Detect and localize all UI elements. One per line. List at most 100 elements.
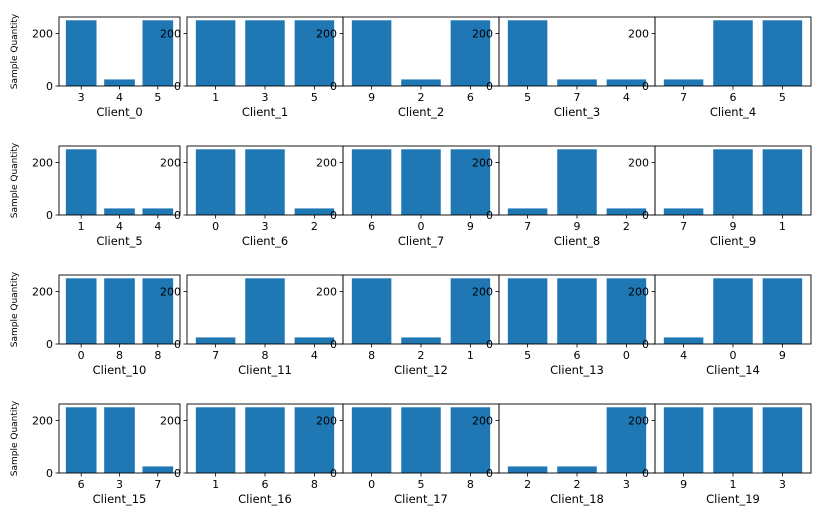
y-tick-label: 200: [472, 27, 493, 40]
x-tick-label: 0: [418, 220, 425, 233]
x-tick-label: 6: [262, 478, 269, 491]
x-tick-label: 0: [368, 478, 375, 491]
y-tick-label: 200: [160, 414, 181, 427]
axes-frame: [654, 403, 812, 474]
bar: [663, 337, 704, 344]
bar: [142, 278, 174, 344]
bar: [450, 20, 491, 87]
y-axis-label: Sample Quantity: [10, 400, 20, 476]
y-tick-label: 0: [330, 80, 337, 93]
y-tick-label: 200: [628, 414, 649, 427]
y-tick-label: 0: [46, 209, 53, 222]
bar: [450, 149, 491, 215]
bar: [557, 149, 597, 215]
bar: [351, 149, 392, 215]
subplot-client-14: 4 0 9 0 200 Client_14: [628, 274, 812, 377]
y-tick-label: 200: [32, 27, 53, 40]
y-tick-label: 200: [160, 156, 181, 169]
bar: [245, 278, 285, 344]
y-tick-label: 200: [628, 285, 649, 298]
x-tick-label: 2: [418, 91, 425, 104]
x-axis-label: Client_18: [550, 492, 604, 506]
x-axis-label: Client_13: [550, 363, 604, 377]
x-axis-label: Client_3: [554, 105, 600, 119]
x-tick-label: 8: [154, 349, 161, 362]
y-tick-label: 0: [330, 209, 337, 222]
x-tick-label: 0: [78, 349, 85, 362]
bar: [713, 20, 753, 87]
y-tick-label: 200: [316, 156, 337, 169]
x-tick-label: 9: [680, 478, 687, 491]
y-tick-label: 0: [642, 209, 649, 222]
x-tick-label: 8: [311, 478, 318, 491]
x-tick-label: 4: [623, 91, 630, 104]
bar: [245, 407, 285, 473]
bar: [606, 79, 647, 86]
subplot-client-4: 7 6 5 0 200 Client_4: [628, 16, 812, 119]
x-axis-label: Client_6: [242, 234, 288, 248]
y-tick-label: 0: [330, 338, 337, 351]
y-tick-label: 0: [174, 467, 181, 480]
bar: [294, 208, 335, 215]
x-tick-label: 2: [623, 220, 630, 233]
bar: [401, 149, 441, 215]
bar: [294, 20, 335, 87]
x-tick-label: 1: [212, 91, 219, 104]
bar: [142, 208, 174, 215]
bar: [762, 278, 803, 344]
y-tick-label: 0: [174, 80, 181, 93]
y-tick-label: 0: [46, 80, 53, 93]
y-tick-label: 200: [32, 156, 53, 169]
x-tick-label: 3: [78, 91, 85, 104]
y-tick-label: 0: [486, 80, 493, 93]
bar: [401, 407, 441, 473]
y-tick-label: 200: [472, 414, 493, 427]
x-axis-label: Client_2: [398, 105, 444, 119]
subplot-client-19: 9 1 3 0 200 Client_19: [628, 403, 812, 506]
x-tick-label: 2: [311, 220, 318, 233]
x-tick-label: 9: [574, 220, 581, 233]
y-tick-label: 200: [316, 285, 337, 298]
bar: [104, 278, 135, 344]
y-tick-label: 0: [46, 467, 53, 480]
y-tick-label: 200: [160, 285, 181, 298]
bar: [557, 278, 597, 344]
x-tick-label: 6: [467, 91, 474, 104]
bar: [351, 278, 392, 344]
x-tick-label: 3: [779, 478, 786, 491]
bar: [245, 149, 285, 215]
x-tick-label: 4: [116, 220, 123, 233]
y-tick-label: 200: [316, 414, 337, 427]
x-tick-label: 4: [154, 220, 161, 233]
x-tick-label: 7: [574, 91, 581, 104]
x-tick-label: 7: [154, 478, 161, 491]
bar: [606, 208, 647, 215]
x-axis-label: Client_5: [96, 234, 142, 248]
x-axis-label: Client_15: [93, 492, 147, 506]
x-tick-label: 4: [116, 91, 123, 104]
x-axis-label: Client_9: [710, 234, 756, 248]
bar: [294, 337, 335, 344]
y-tick-label: 200: [32, 414, 53, 427]
x-tick-label: 5: [779, 91, 786, 104]
bar: [195, 20, 236, 87]
bar: [557, 466, 597, 473]
bar: [450, 407, 491, 473]
subplot-client-9: 7 9 1 0 200 Client_9: [628, 145, 812, 248]
x-axis-label: Client_8: [554, 234, 600, 248]
bar: [713, 407, 753, 473]
x-axis-label: Client_0: [96, 105, 142, 119]
x-tick-label: 9: [730, 220, 737, 233]
bar: [507, 208, 548, 215]
x-tick-label: 2: [418, 349, 425, 362]
x-tick-label: 8: [262, 349, 269, 362]
x-tick-label: 2: [574, 478, 581, 491]
x-tick-label: 8: [467, 478, 474, 491]
y-tick-label: 0: [486, 338, 493, 351]
bar: [65, 149, 97, 215]
